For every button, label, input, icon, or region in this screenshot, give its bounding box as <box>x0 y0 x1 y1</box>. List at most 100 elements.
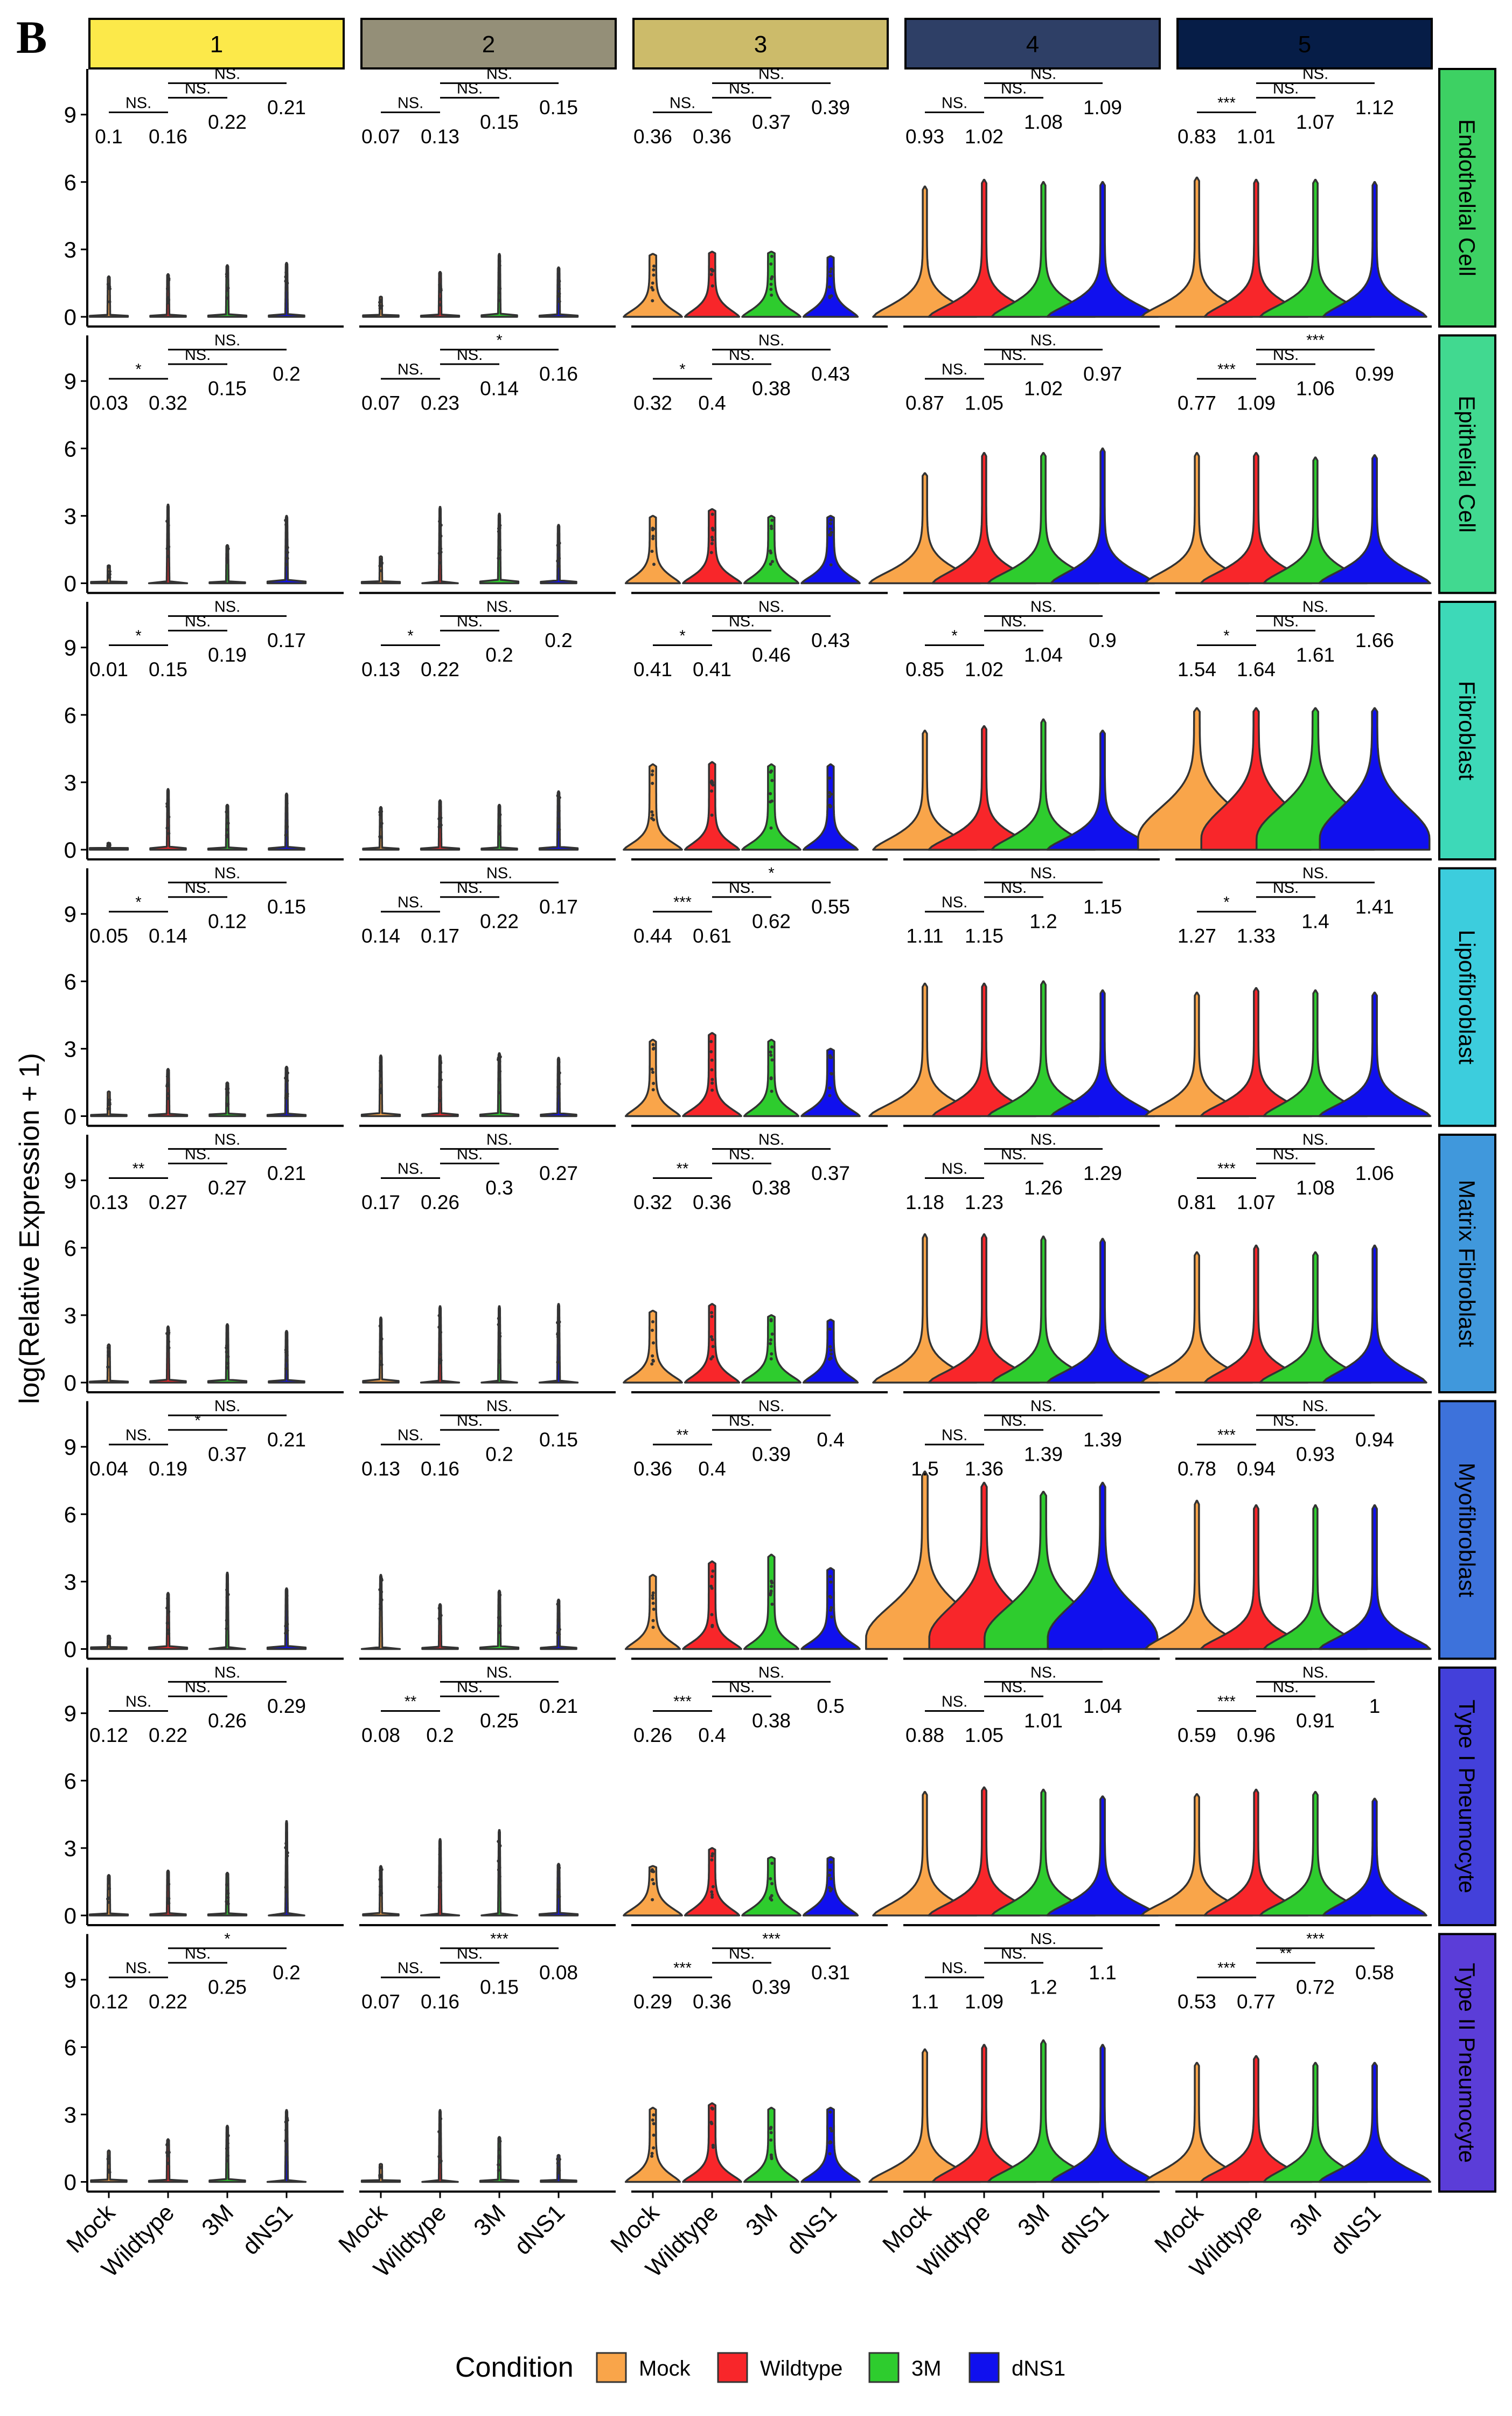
outlier-point <box>651 1878 654 1882</box>
mean-label: 1.39 <box>1024 1443 1063 1465</box>
outlier-point <box>285 2116 289 2120</box>
mean-label: 1.54 <box>1177 658 1216 681</box>
y-tick-label: 3 <box>64 1569 76 1594</box>
outlier-point <box>106 2157 110 2161</box>
violin-dns1 <box>800 2107 861 2183</box>
violin-mock <box>868 2048 981 2183</box>
outlier-point <box>107 1351 111 1355</box>
outlier-point <box>652 1046 656 1050</box>
outlier-point <box>438 1099 442 1102</box>
outlier-point <box>498 1875 501 1878</box>
mean-label: 0.4 <box>698 1724 726 1746</box>
outlier-point <box>438 823 442 827</box>
violin-3m <box>1259 178 1372 318</box>
sig-label: NS. <box>1302 598 1328 615</box>
mean-label: 1.08 <box>1296 1177 1335 1199</box>
sig-label: * <box>1223 894 1229 911</box>
outlier-point <box>710 1624 714 1628</box>
mean-label: 0.77 <box>1177 392 1216 414</box>
outlier-point <box>497 1856 501 1860</box>
y-tick-label: 0 <box>64 304 76 330</box>
panel: ***NS.NS.0.83 1.011.071.12 <box>1140 65 1432 328</box>
panel: NS.NS.NS.1.1 1.091.21.1 <box>868 1931 1160 2193</box>
row-strip <box>1438 334 1496 594</box>
sig-label: * <box>135 361 141 378</box>
violin-wildtype <box>928 1233 1041 1384</box>
outlier-point <box>497 1359 501 1363</box>
mean-label: 0.17 <box>539 895 578 918</box>
outlier-point <box>438 561 442 565</box>
outlier-point <box>769 770 772 774</box>
outlier-point <box>770 1585 774 1588</box>
outlier-point <box>165 519 169 523</box>
outlier-point <box>651 288 655 292</box>
outlier-point <box>225 1344 228 1348</box>
sig-label: *** <box>1217 1693 1236 1711</box>
sig-label: NS. <box>126 1427 151 1444</box>
outlier-point <box>652 273 656 277</box>
column-strip-label: 5 <box>1298 31 1311 58</box>
outlier-point <box>828 805 832 809</box>
mean-label: 0.13 <box>421 126 459 148</box>
outlier-point <box>107 565 110 569</box>
violin-mock <box>88 275 129 318</box>
sig-label: NS. <box>1302 1664 1328 1681</box>
sig-label: NS. <box>214 1131 240 1148</box>
outlier-point <box>710 284 714 288</box>
sig-label: NS. <box>214 65 240 82</box>
outlier-point <box>710 789 714 793</box>
violin-mock <box>868 472 981 585</box>
outlier-point <box>829 1580 833 1584</box>
outlier-point <box>497 827 501 830</box>
outlier-point <box>284 1632 288 1635</box>
mean-label: 0.94 <box>1237 1458 1276 1480</box>
x-tick-label: dNS1 <box>510 2199 570 2260</box>
sig-label: *** <box>1306 332 1325 349</box>
violin-dns1 <box>538 266 579 318</box>
mean-label: 0.22 <box>149 1991 187 2013</box>
outlier-point <box>438 1361 442 1365</box>
mean-label: 0.62 <box>752 910 791 932</box>
outlier-point <box>769 549 772 553</box>
outlier-point <box>558 557 561 560</box>
outlier-point <box>710 1613 714 1616</box>
y-axis-label: log(Relative Expression + 1) <box>14 1053 45 1404</box>
mean-label: 0.21 <box>539 1695 578 1717</box>
outlier-point <box>710 1896 714 1899</box>
mean-label: 0.07 <box>361 126 400 148</box>
sig-label: NS. <box>398 361 423 378</box>
outlier-point <box>439 550 443 554</box>
outlier-point <box>651 1354 654 1358</box>
mean-label: 0.32 <box>149 392 187 414</box>
outlier-point <box>828 527 832 531</box>
outlier-point <box>439 1061 443 1065</box>
legend-label: dNS1 <box>1012 2357 1065 2380</box>
mean-label: 0.37 <box>208 1443 247 1465</box>
x-tick-label: dNS1 <box>238 2199 298 2260</box>
panel: *NS.NS.0.05 0.140.120.15 <box>87 865 344 1127</box>
outlier-point <box>828 274 832 277</box>
violin-3m <box>987 2039 1100 2183</box>
panel: *NS.NS.0.41 0.410.460.43 <box>623 598 888 860</box>
outlier-point <box>556 1602 560 1606</box>
mean-label: 0.87 <box>905 392 944 414</box>
outlier-point <box>556 794 560 797</box>
outlier-point <box>285 557 289 560</box>
mean-label: 0.43 <box>811 363 850 385</box>
outlier-point <box>438 1852 442 1856</box>
row-strip-label: Matrix Fibroblast <box>1454 1180 1480 1348</box>
outlier-point <box>166 1874 170 1878</box>
panel: *NS.NS.0.85 1.021.040.9 <box>872 598 1160 860</box>
violin-wildtype <box>421 2109 459 2183</box>
violin-mock <box>623 763 683 851</box>
outlier-point <box>651 1320 654 1324</box>
outlier-point <box>770 2157 774 2161</box>
outlier-point <box>652 1607 656 1611</box>
violin-3m <box>1259 1790 1372 1917</box>
mean-label: 0.31 <box>811 1961 850 1983</box>
violin-wildtype <box>684 1847 741 1917</box>
mean-label: 1.07 <box>1237 1191 1276 1213</box>
outlier-point <box>770 1862 774 1865</box>
outlier-point <box>650 1362 654 1366</box>
outlier-point <box>284 1885 288 1889</box>
